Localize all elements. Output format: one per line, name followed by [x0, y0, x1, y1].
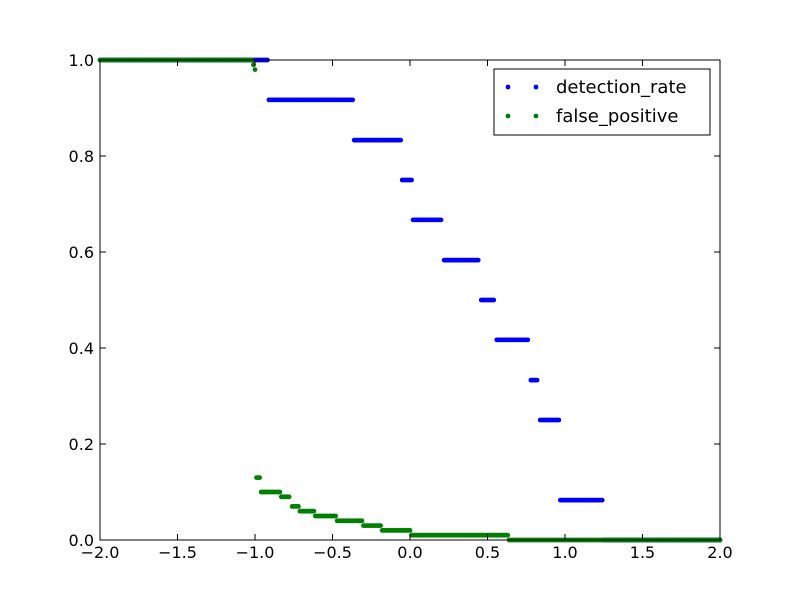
- x-tick-label: 1.0: [552, 543, 577, 562]
- data-point: [296, 504, 301, 509]
- y-tick-label: 1.0: [69, 51, 94, 70]
- x-tick-label: −0.5: [313, 543, 352, 562]
- data-point: [257, 475, 263, 480]
- y-tick-label: 0.6: [69, 243, 94, 262]
- data-point: [599, 497, 605, 503]
- axes-layer: −2.0 −1.5 −1.0 −0.5 0.0 0.5 1.0 1.5 2.0 0.0 0.2 0.4…: [69, 51, 733, 562]
- legend-label: false_positive: [556, 106, 678, 127]
- data-point: [350, 97, 356, 103]
- data-point: [556, 417, 562, 423]
- data-point: [534, 377, 540, 383]
- data-point: [475, 257, 481, 263]
- x-tick-label: 2.0: [707, 543, 732, 562]
- y-tick-label: 0.4: [69, 339, 94, 358]
- data-point: [359, 518, 365, 524]
- legend-box: [493, 68, 711, 136]
- legend-marker: [533, 84, 539, 90]
- data-point: [398, 137, 404, 143]
- x-tick-label: −2.0: [81, 543, 120, 562]
- data-point: [277, 489, 283, 495]
- x-tick-label: 0.0: [397, 543, 422, 562]
- x-tick-label: 1.5: [630, 543, 655, 562]
- y-tick-label: 0.8: [69, 147, 94, 166]
- data-point: [491, 297, 497, 303]
- y-tick-label: 0.2: [69, 435, 94, 454]
- data-point: [525, 337, 531, 343]
- data-point: [505, 532, 511, 538]
- y-tick-label: 0.0: [69, 531, 94, 550]
- data-point: [407, 528, 413, 533]
- x-tick-label: −1.5: [158, 543, 197, 562]
- legend: detection_rate false_positive: [493, 68, 711, 136]
- data-point: [409, 177, 414, 183]
- data-point: [378, 523, 383, 528]
- data-point: [333, 513, 338, 519]
- data-point: [311, 508, 317, 514]
- legend-marker: [505, 84, 511, 90]
- data-point: [438, 217, 444, 223]
- x-tick-label: 0.5: [475, 543, 500, 562]
- x-tick-label: −1.0: [236, 543, 275, 562]
- legend-marker: [505, 113, 511, 119]
- data-point: [252, 67, 258, 72]
- legend-marker: [533, 113, 539, 119]
- legend-label: detection_rate: [556, 77, 687, 98]
- data-point: [286, 494, 292, 500]
